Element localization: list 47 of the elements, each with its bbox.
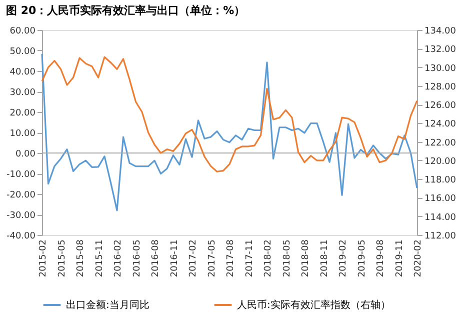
y-tick-label: 20.00 xyxy=(10,108,36,118)
x-tick-label: 2019-11 xyxy=(394,240,405,278)
x-tick-label: 2017-11 xyxy=(244,240,255,278)
x-tick-label: 2019-08 xyxy=(376,239,386,278)
y-tick-label: 40.00 xyxy=(10,68,36,78)
y-tick-label: 30.00 xyxy=(10,88,36,98)
y-tick-label: -20.00 xyxy=(6,190,36,200)
x-tick-label: 2019-02 xyxy=(338,240,348,278)
x-tick-label: 2017-05 xyxy=(207,240,218,278)
y2-tick-label: 118.00 xyxy=(424,176,456,186)
x-tick-label: 2015-08 xyxy=(76,239,86,278)
chart-title: 图 20：人民币实际有效汇率与出口（单位：%） xyxy=(6,4,246,17)
y2-tick-label: 128.00 xyxy=(424,82,456,92)
y2-tick-label: 130.00 xyxy=(424,64,456,74)
x-tick-label: 2016-05 xyxy=(132,240,142,278)
legend-label: 出口金额:当月同比 xyxy=(66,299,150,311)
x-tick-label: 2018-05 xyxy=(282,240,292,278)
y-tick-label: -30.00 xyxy=(6,211,36,221)
x-tick-label: 2017-08 xyxy=(226,239,236,278)
x-tick-label: 2019-05 xyxy=(357,240,368,278)
y2-tick-label: 126.00 xyxy=(424,101,456,112)
x-tick-label: 2020-02 xyxy=(414,240,424,278)
legend-label: 人民币:实际有效汇率指数（右轴） xyxy=(237,299,390,311)
x-tick-label: 2018-02 xyxy=(264,240,274,278)
y2-tick-label: 122.00 xyxy=(424,138,456,148)
y-tick-label: 10.00 xyxy=(10,129,36,139)
x-tick-label: 2018-11 xyxy=(320,240,330,278)
y2-tick-label: 112.00 xyxy=(424,232,456,242)
y2-tick-label: 116.00 xyxy=(424,194,456,204)
x-tick-label: 2018-08 xyxy=(301,239,311,278)
y-tick-label: -10.00 xyxy=(6,170,36,180)
x-tick-label: 2016-02 xyxy=(114,240,124,278)
y2-tick-label: 114.00 xyxy=(424,212,456,223)
x-tick-label: 2016-11 xyxy=(170,240,180,278)
y-tick-label: 0.00 xyxy=(15,150,36,160)
x-tick-label: 2017-02 xyxy=(188,240,198,278)
y-tick-label: 50.00 xyxy=(10,47,36,57)
y2-tick-label: 120.00 xyxy=(424,156,456,167)
y2-tick-label: 124.00 xyxy=(424,120,456,130)
y2-tick-label: 132.00 xyxy=(424,45,456,56)
x-tick-label: 2016-08 xyxy=(151,239,161,278)
x-tick-label: 2015-05 xyxy=(57,240,68,278)
x-tick-label: 2015-11 xyxy=(94,240,105,278)
y-tick-label: -40.00 xyxy=(6,232,36,242)
y-tick-label: 60.00 xyxy=(10,26,36,36)
x-tick-label: 2015-02 xyxy=(38,240,48,278)
y2-tick-label: 134.00 xyxy=(424,26,456,36)
